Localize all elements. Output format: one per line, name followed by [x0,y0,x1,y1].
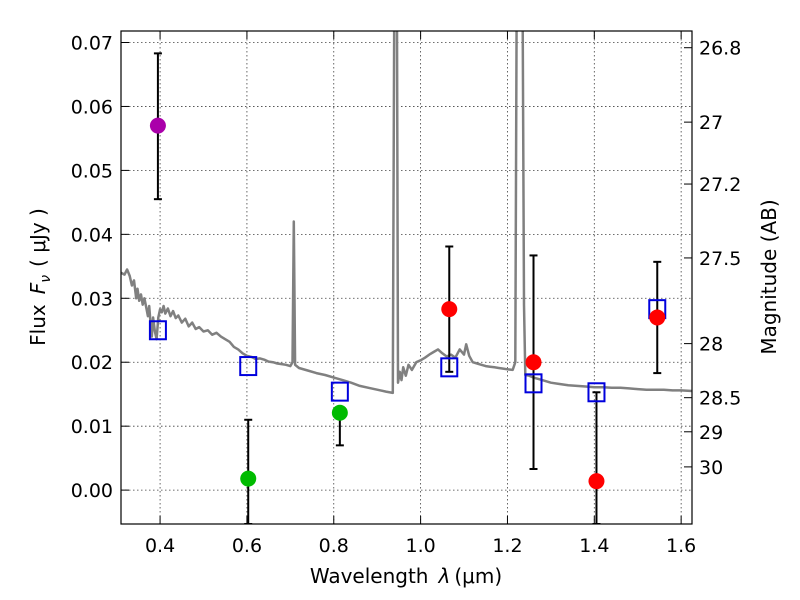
y-tick-label: 0.05 [71,160,113,182]
y-tick-label: 0.04 [71,224,113,246]
magnitude-tick-label: 29 [699,422,723,444]
x-tick-label: 1.2 [492,535,522,557]
magnitude-tick-label: 27 [699,112,723,134]
y-axis-label: FluxFν( μJy ) [26,208,54,346]
grid [121,31,692,524]
x-tick-label: 0.8 [319,535,349,557]
x-tick-label: 1.0 [406,535,436,557]
observed-point [441,301,458,318]
model-point [524,373,543,394]
model-point [239,356,258,377]
model-point [148,320,167,341]
x-tick-label: 0.6 [232,535,262,557]
observed-point [240,470,257,487]
y-tick-label: 0.03 [71,288,113,310]
observed-point [149,117,166,134]
observed-point [331,404,348,421]
y-tick-label: 0.02 [71,352,113,374]
y-tick-label: 0.07 [71,33,113,55]
sed-model-layer [121,31,692,395]
error-bars [153,52,662,524]
magnitude-tick-label: 27.5 [699,248,741,270]
sed-model-curve [121,31,692,395]
model-point [440,357,459,378]
magnitude-tick-label: 30 [699,457,723,479]
x-tick-label: 1.4 [579,535,609,557]
x-tick-label: 1.6 [666,535,696,557]
model-point [587,382,606,403]
x-tick-label: 0.4 [145,535,175,557]
model-point [330,381,349,402]
magnitude-tick-label: 26.8 [699,38,741,60]
magnitude-tick-label: 28.5 [699,388,741,410]
y-tick-label: 0.01 [71,416,113,438]
magnitude-tick-label: 28 [699,334,723,356]
magnitude-tick-label: 27.2 [699,174,741,196]
x-axis-label: Wavelength λ (μm) [310,564,502,588]
observed-point [649,309,666,326]
model-photometry [148,299,667,403]
plot-frame [120,30,693,525]
y-tick-label: 0.00 [71,480,113,502]
magnitude-axis-label: Magnitude (AB) [757,199,781,354]
y-tick-label: 0.06 [71,96,113,118]
observed-photometry [149,117,666,490]
axis-ticks: 0.4 0.6 0.8 1.0 1.2 1.4 1.6 0.00 0.01 0.02 0.03 0.0… [71,31,741,557]
observed-point [588,473,605,490]
observed-point [525,354,542,371]
